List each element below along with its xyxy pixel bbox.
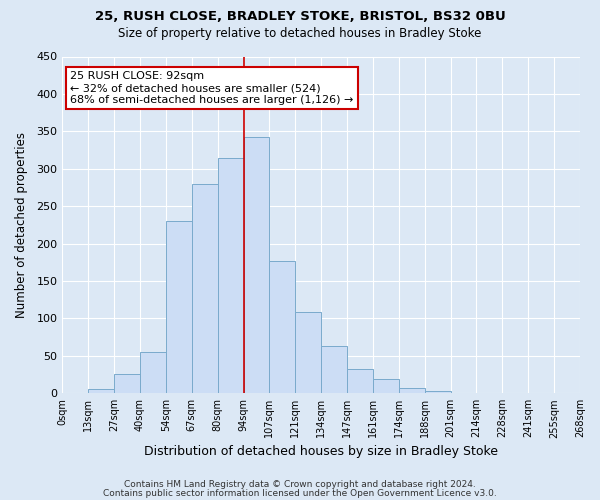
Text: 25 RUSH CLOSE: 92sqm
← 32% of detached houses are smaller (524)
68% of semi-deta: 25 RUSH CLOSE: 92sqm ← 32% of detached h… [70,72,353,104]
Bar [321,346,347,393]
Bar [192,184,218,393]
Text: Contains HM Land Registry data © Crown copyright and database right 2024.: Contains HM Land Registry data © Crown c… [124,480,476,489]
Bar [88,388,114,393]
Bar [425,391,451,393]
Text: Size of property relative to detached houses in Bradley Stoke: Size of property relative to detached ho… [118,28,482,40]
Bar [218,158,244,393]
Bar [347,368,373,393]
Y-axis label: Number of detached properties: Number of detached properties [15,132,28,318]
Text: Contains public sector information licensed under the Open Government Licence v3: Contains public sector information licen… [103,488,497,498]
Bar [373,379,399,393]
Text: 25, RUSH CLOSE, BRADLEY STOKE, BRISTOL, BS32 0BU: 25, RUSH CLOSE, BRADLEY STOKE, BRISTOL, … [95,10,505,23]
Bar [399,388,425,393]
Bar [269,261,295,393]
Bar [140,352,166,393]
Bar [114,374,140,393]
Bar [295,312,321,393]
Bar [244,138,269,393]
Bar [166,221,192,393]
X-axis label: Distribution of detached houses by size in Bradley Stoke: Distribution of detached houses by size … [144,444,498,458]
